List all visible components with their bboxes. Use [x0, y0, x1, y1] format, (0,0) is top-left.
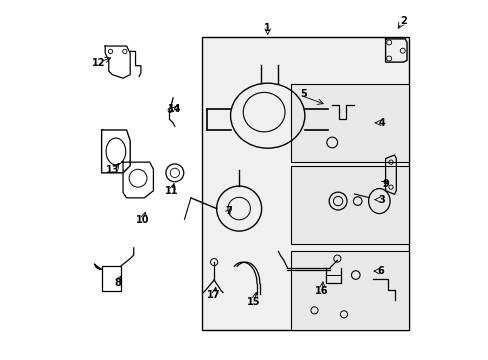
- Text: 12: 12: [92, 58, 105, 68]
- Text: 15: 15: [246, 297, 260, 307]
- Text: 3: 3: [378, 195, 385, 204]
- Text: 14: 14: [168, 104, 181, 114]
- Text: 11: 11: [164, 186, 178, 197]
- Bar: [102, 266, 121, 291]
- Text: 9: 9: [382, 179, 388, 189]
- Text: 5: 5: [300, 89, 306, 99]
- Text: 10: 10: [136, 215, 149, 225]
- Bar: [290, 251, 408, 330]
- Bar: [290, 166, 408, 244]
- Text: 2: 2: [399, 16, 406, 26]
- Bar: [290, 84, 408, 162]
- Text: 16: 16: [314, 287, 327, 296]
- Text: 8: 8: [114, 278, 121, 288]
- Text: 6: 6: [377, 266, 384, 276]
- Text: 13: 13: [106, 165, 120, 175]
- Text: 4: 4: [378, 118, 385, 128]
- Text: 1: 1: [264, 23, 270, 33]
- Text: 17: 17: [207, 290, 221, 300]
- Text: 7: 7: [224, 206, 231, 216]
- Bar: [201, 37, 408, 330]
